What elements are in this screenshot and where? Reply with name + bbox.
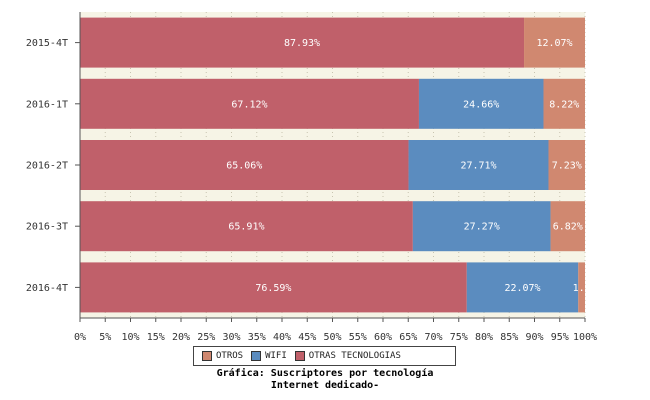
x-tick-label: 75% xyxy=(450,332,468,343)
legend-item-wifi: WIFI xyxy=(251,351,287,361)
chart-caption: Gráfica: Suscriptores por tecnología Int… xyxy=(0,368,650,392)
bar-data-label: 65.06% xyxy=(226,161,262,172)
bar-segment xyxy=(408,140,549,190)
bar-data-label: 76.59% xyxy=(255,283,291,294)
bar-segment xyxy=(80,201,413,252)
x-tick-label: 40% xyxy=(273,332,291,343)
bar-data-label: 1.3 xyxy=(573,283,591,294)
y-tick-label: 2016-4T xyxy=(26,283,68,294)
bar-segment xyxy=(80,140,409,190)
legend-label-wifi: WIFI xyxy=(265,351,287,361)
x-tick-label: 10% xyxy=(121,332,139,343)
legend-label-otras-tecnologias: OTRAS TECNOLOGIAS xyxy=(308,351,401,361)
x-tick-label: 30% xyxy=(222,332,240,343)
bar-segment xyxy=(80,17,525,68)
bar-data-label: 6.82% xyxy=(553,222,583,233)
bar-segment xyxy=(578,262,585,313)
y-tick-label: 2015-4T xyxy=(26,38,68,49)
bar-data-label: 24.66% xyxy=(463,99,499,110)
bar-data-label: 87.93% xyxy=(284,38,320,49)
bar-data-label: 7.23% xyxy=(552,161,582,172)
legend-item-otras-tecnologias: OTRAS TECNOLOGIAS xyxy=(294,351,401,361)
x-tick-label: 5% xyxy=(99,332,111,343)
bar-data-label: 65.91% xyxy=(228,222,264,233)
x-tick-label: 70% xyxy=(424,332,442,343)
legend-item-otros: OTROS xyxy=(202,351,243,361)
bar-data-label: 27.27% xyxy=(464,222,500,233)
bar-segment xyxy=(524,17,585,68)
bar-segment xyxy=(543,78,585,129)
bar-segment xyxy=(548,140,585,190)
x-tick-label: 25% xyxy=(197,332,215,343)
y-tick-label: 2016-2T xyxy=(26,161,68,172)
bar-segment xyxy=(418,78,544,129)
x-tick-label: 0% xyxy=(74,332,86,343)
x-tick-label: 55% xyxy=(349,332,367,343)
x-tick-label: 45% xyxy=(298,332,316,343)
bar-segment xyxy=(80,262,467,313)
stacked-bar-chart: 87.93% 12.07% 2015-4T 67.12% 24.66% 8.22% 2016… xyxy=(26,12,597,343)
bar-data-label: 12.07% xyxy=(536,38,572,49)
x-tick-label: 15% xyxy=(147,332,165,343)
x-tick-label: 85% xyxy=(500,332,518,343)
bar-segment xyxy=(412,201,551,252)
caption-line-2: Internet dedicado- xyxy=(270,380,380,391)
legend-label-otros: OTROS xyxy=(216,351,244,361)
bar-segment xyxy=(550,201,585,252)
bar-data-label: 8.22% xyxy=(549,99,579,110)
caption-line-1: Gráfica: Suscriptores por tecnología xyxy=(216,368,434,379)
x-tick-label: 100% xyxy=(573,332,597,343)
legend-swatch-wifi xyxy=(251,351,262,361)
bar-segment xyxy=(466,262,579,313)
x-tick-label: 90% xyxy=(525,332,543,343)
x-tick-label: 50% xyxy=(323,332,341,343)
x-tick-label: 80% xyxy=(475,332,493,343)
x-tick-label: 65% xyxy=(399,332,417,343)
bar-data-label: 27.71% xyxy=(460,161,496,172)
chart-legend: OTROS WIFI OTRAS TECNOLOGIAS xyxy=(193,346,456,366)
y-tick-label: 2016-3T xyxy=(26,222,68,233)
x-tick-label: 60% xyxy=(374,332,392,343)
y-tick-label: 2016-1T xyxy=(26,99,68,110)
legend-swatch-otras-tecnologias xyxy=(294,351,305,361)
x-tick-label: 35% xyxy=(248,332,266,343)
legend-swatch-otros xyxy=(202,351,212,361)
bar-data-label: 22.07% xyxy=(504,283,540,294)
x-tick-label: 20% xyxy=(172,332,190,343)
x-tick-label: 95% xyxy=(551,332,569,343)
bar-segment xyxy=(80,78,419,129)
bar-data-label: 67.12% xyxy=(231,99,267,110)
